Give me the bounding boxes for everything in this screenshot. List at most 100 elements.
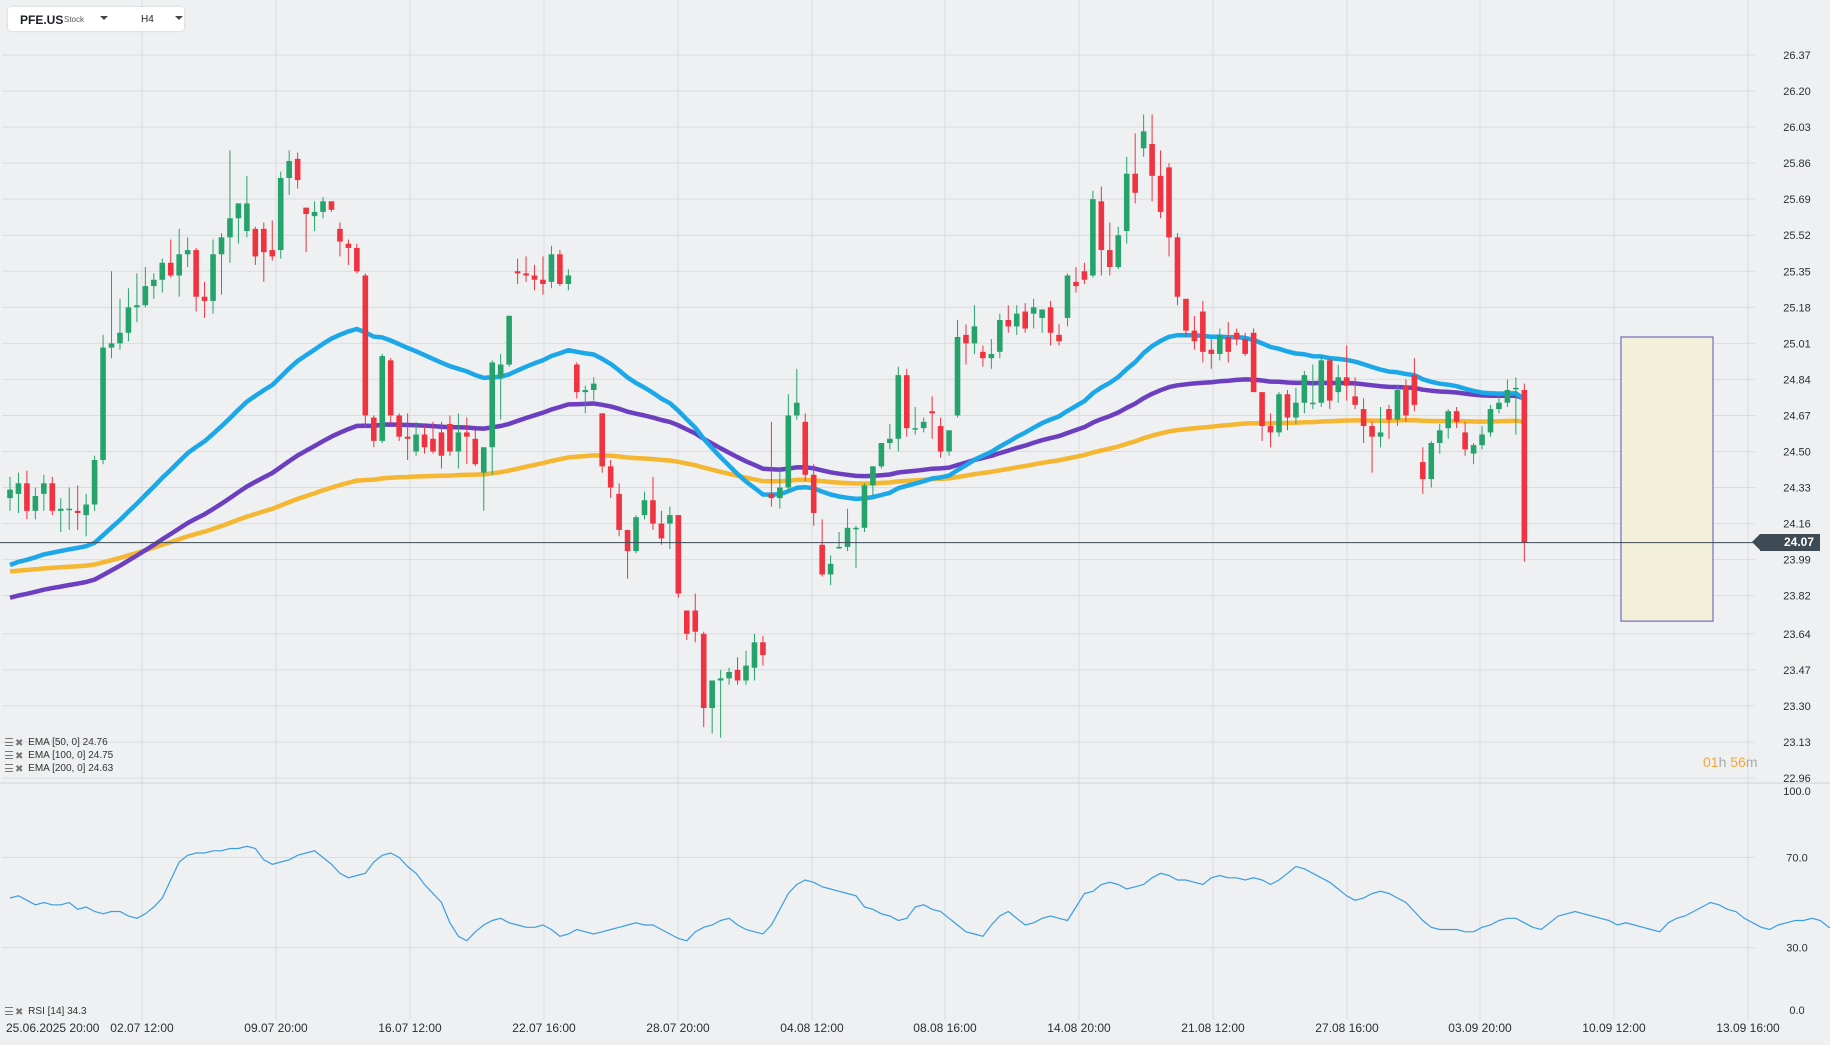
candle[interactable]: [785, 394, 792, 492]
candle[interactable]: [590, 377, 597, 401]
candle[interactable]: [903, 368, 910, 437]
candle[interactable]: [912, 406, 919, 435]
candle[interactable]: [1462, 421, 1468, 456]
candle[interactable]: [74, 485, 81, 530]
candle[interactable]: [235, 203, 242, 244]
candle[interactable]: [1039, 309, 1045, 333]
candle[interactable]: [1098, 186, 1105, 276]
candle[interactable]: [480, 447, 487, 511]
candle[interactable]: [57, 498, 64, 533]
candle[interactable]: [277, 171, 284, 259]
candle[interactable]: [311, 201, 318, 231]
candle[interactable]: [1445, 409, 1451, 439]
candle[interactable]: [920, 417, 927, 433]
candle[interactable]: [954, 320, 961, 418]
candle[interactable]: [1149, 114, 1155, 202]
candle[interactable]: [1335, 364, 1342, 403]
candle[interactable]: [328, 201, 335, 212]
close-icon[interactable]: ✖: [15, 738, 24, 749]
candle[interactable]: [1242, 332, 1248, 357]
candle[interactable]: [1064, 273, 1071, 327]
candle[interactable]: [1140, 114, 1147, 157]
candle[interactable]: [946, 430, 952, 456]
candle[interactable]: [726, 667, 732, 685]
candle[interactable]: [607, 459, 614, 499]
candle[interactable]: [438, 421, 445, 469]
candle[interactable]: [387, 358, 394, 424]
candle[interactable]: [345, 239, 352, 265]
candle[interactable]: [151, 273, 157, 299]
candle[interactable]: [768, 421, 775, 507]
candle[interactable]: [294, 152, 301, 189]
candle[interactable]: [565, 269, 572, 291]
candle[interactable]: [514, 258, 521, 284]
candle[interactable]: [1166, 163, 1172, 257]
candle[interactable]: [303, 207, 309, 253]
candle[interactable]: [210, 239, 216, 314]
candle[interactable]: [142, 267, 149, 308]
candle[interactable]: [1420, 447, 1426, 494]
candle[interactable]: [751, 633, 758, 681]
candle[interactable]: [1521, 383, 1528, 562]
candle[interactable]: [1352, 377, 1358, 410]
close-icon[interactable]: ✖: [15, 1007, 24, 1018]
candle[interactable]: [1293, 387, 1299, 424]
candle[interactable]: [599, 413, 605, 473]
candle[interactable]: [1081, 262, 1088, 284]
candle[interactable]: [1216, 328, 1223, 361]
candle[interactable]: [557, 250, 563, 287]
candle[interactable]: [582, 385, 589, 414]
candle[interactable]: [1343, 345, 1350, 401]
settings-lines-icon[interactable]: [5, 764, 13, 772]
candle[interactable]: [421, 426, 428, 454]
candle[interactable]: [134, 273, 140, 323]
candle[interactable]: [937, 417, 944, 458]
candle[interactable]: [971, 305, 978, 354]
candle[interactable]: [125, 288, 132, 342]
candle[interactable]: [1250, 328, 1257, 393]
close-icon[interactable]: ✖: [15, 751, 24, 762]
candle[interactable]: [261, 222, 267, 282]
candle[interactable]: [844, 508, 851, 552]
candle[interactable]: [1132, 133, 1138, 204]
candle[interactable]: [1369, 421, 1375, 473]
candle[interactable]: [464, 417, 470, 465]
candle[interactable]: [1318, 356, 1325, 407]
candle[interactable]: [91, 455, 98, 511]
candle[interactable]: [354, 243, 360, 274]
candle[interactable]: [616, 483, 622, 537]
candle[interactable]: [963, 324, 969, 365]
candle[interactable]: [1276, 392, 1282, 437]
candle[interactable]: [1326, 358, 1333, 410]
candle[interactable]: [447, 415, 453, 456]
candle[interactable]: [227, 150, 233, 263]
candle[interactable]: [574, 362, 580, 399]
candle[interactable]: [370, 415, 377, 448]
candle[interactable]: [472, 430, 479, 467]
candle[interactable]: [167, 239, 174, 278]
candle[interactable]: [506, 315, 512, 367]
candle[interactable]: [1233, 328, 1240, 346]
candle[interactable]: [396, 413, 402, 441]
candle[interactable]: [320, 197, 326, 219]
symbol-selector[interactable]: PFE.US Stock H4: [8, 7, 184, 31]
candle[interactable]: [413, 421, 419, 456]
candle[interactable]: [1174, 233, 1181, 306]
candle[interactable]: [1513, 377, 1519, 435]
candle[interactable]: [379, 353, 386, 444]
candle[interactable]: [404, 413, 411, 460]
candle[interactable]: [176, 228, 182, 297]
candle[interactable]: [117, 298, 123, 350]
candle[interactable]: [734, 657, 741, 685]
settings-lines-icon[interactable]: [5, 751, 13, 759]
candle[interactable]: [878, 443, 885, 469]
settings-lines-icon[interactable]: [5, 738, 13, 746]
candle[interactable]: [988, 339, 995, 369]
candle[interactable]: [49, 476, 56, 516]
indicator-rsi[interactable]: ✖ RSI [14] 34.3: [5, 1006, 87, 1018]
candle[interactable]: [548, 245, 555, 289]
candle[interactable]: [1208, 339, 1215, 369]
candle[interactable]: [244, 175, 250, 238]
candle[interactable]: [641, 491, 648, 520]
